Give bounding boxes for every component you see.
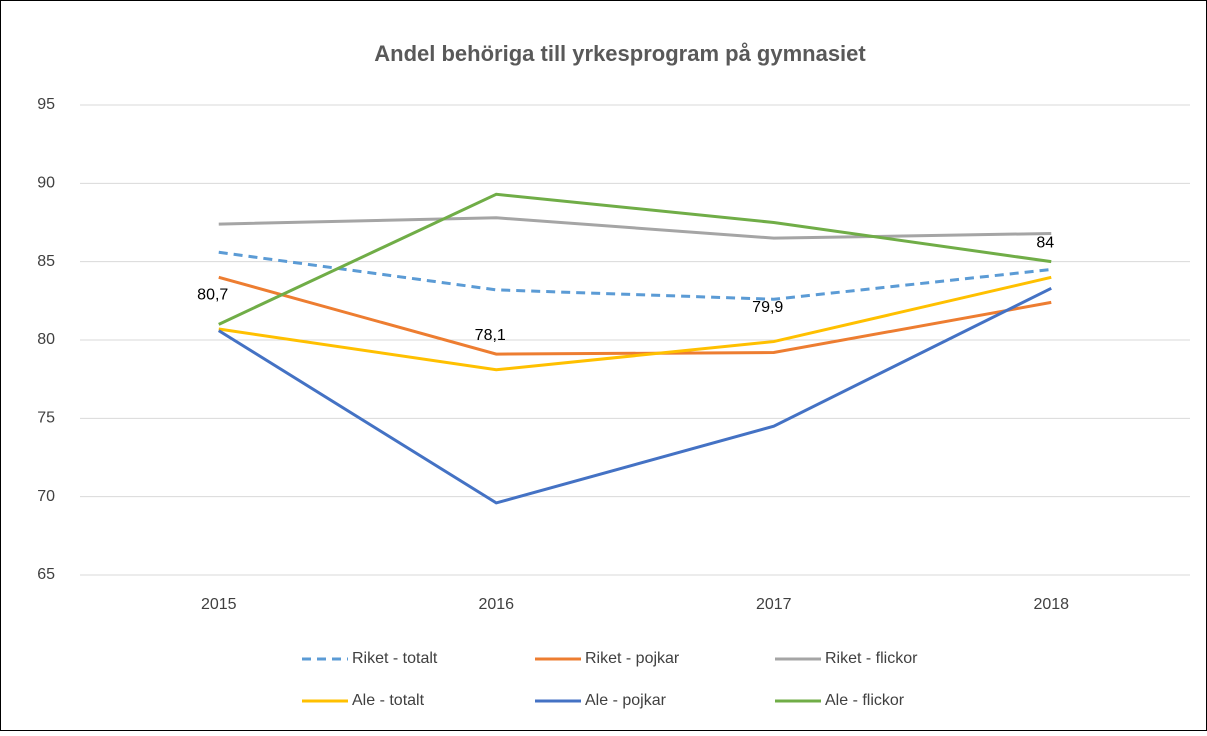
y-tick-label: 80 xyxy=(37,331,55,348)
series-line xyxy=(217,286,1052,505)
series-line xyxy=(218,216,1052,240)
data-label: 80,7 xyxy=(197,286,228,303)
legend-label: Ale - totalt xyxy=(352,692,425,709)
series-line xyxy=(218,275,1052,372)
legend-label: Riket - pojkar xyxy=(585,650,680,667)
legend-label: Ale - pojkar xyxy=(585,692,667,709)
x-tick-label: 2015 xyxy=(201,596,237,613)
series-line xyxy=(218,275,1052,356)
data-label: 78,1 xyxy=(475,327,506,344)
x-tick-label: 2017 xyxy=(756,596,792,613)
data-label: 84 xyxy=(1036,235,1054,252)
y-tick-label: 95 xyxy=(37,96,55,113)
legend-label: Riket - totalt xyxy=(352,650,438,667)
chart-title: Andel behöriga till yrkesprogram på gymn… xyxy=(374,41,866,66)
x-tick-label: 2016 xyxy=(478,596,514,613)
series-line xyxy=(218,192,1052,326)
y-tick-label: 75 xyxy=(37,410,55,427)
series-line xyxy=(218,250,1052,301)
y-tick-label: 85 xyxy=(37,253,55,270)
legend-label: Ale - flickor xyxy=(825,692,905,709)
data-label: 79,9 xyxy=(752,299,783,316)
y-tick-label: 65 xyxy=(37,566,55,583)
x-tick-label: 2018 xyxy=(1033,596,1069,613)
y-tick-label: 90 xyxy=(37,175,55,192)
legend-label: Riket - flickor xyxy=(825,650,918,667)
y-tick-label: 70 xyxy=(37,488,55,505)
